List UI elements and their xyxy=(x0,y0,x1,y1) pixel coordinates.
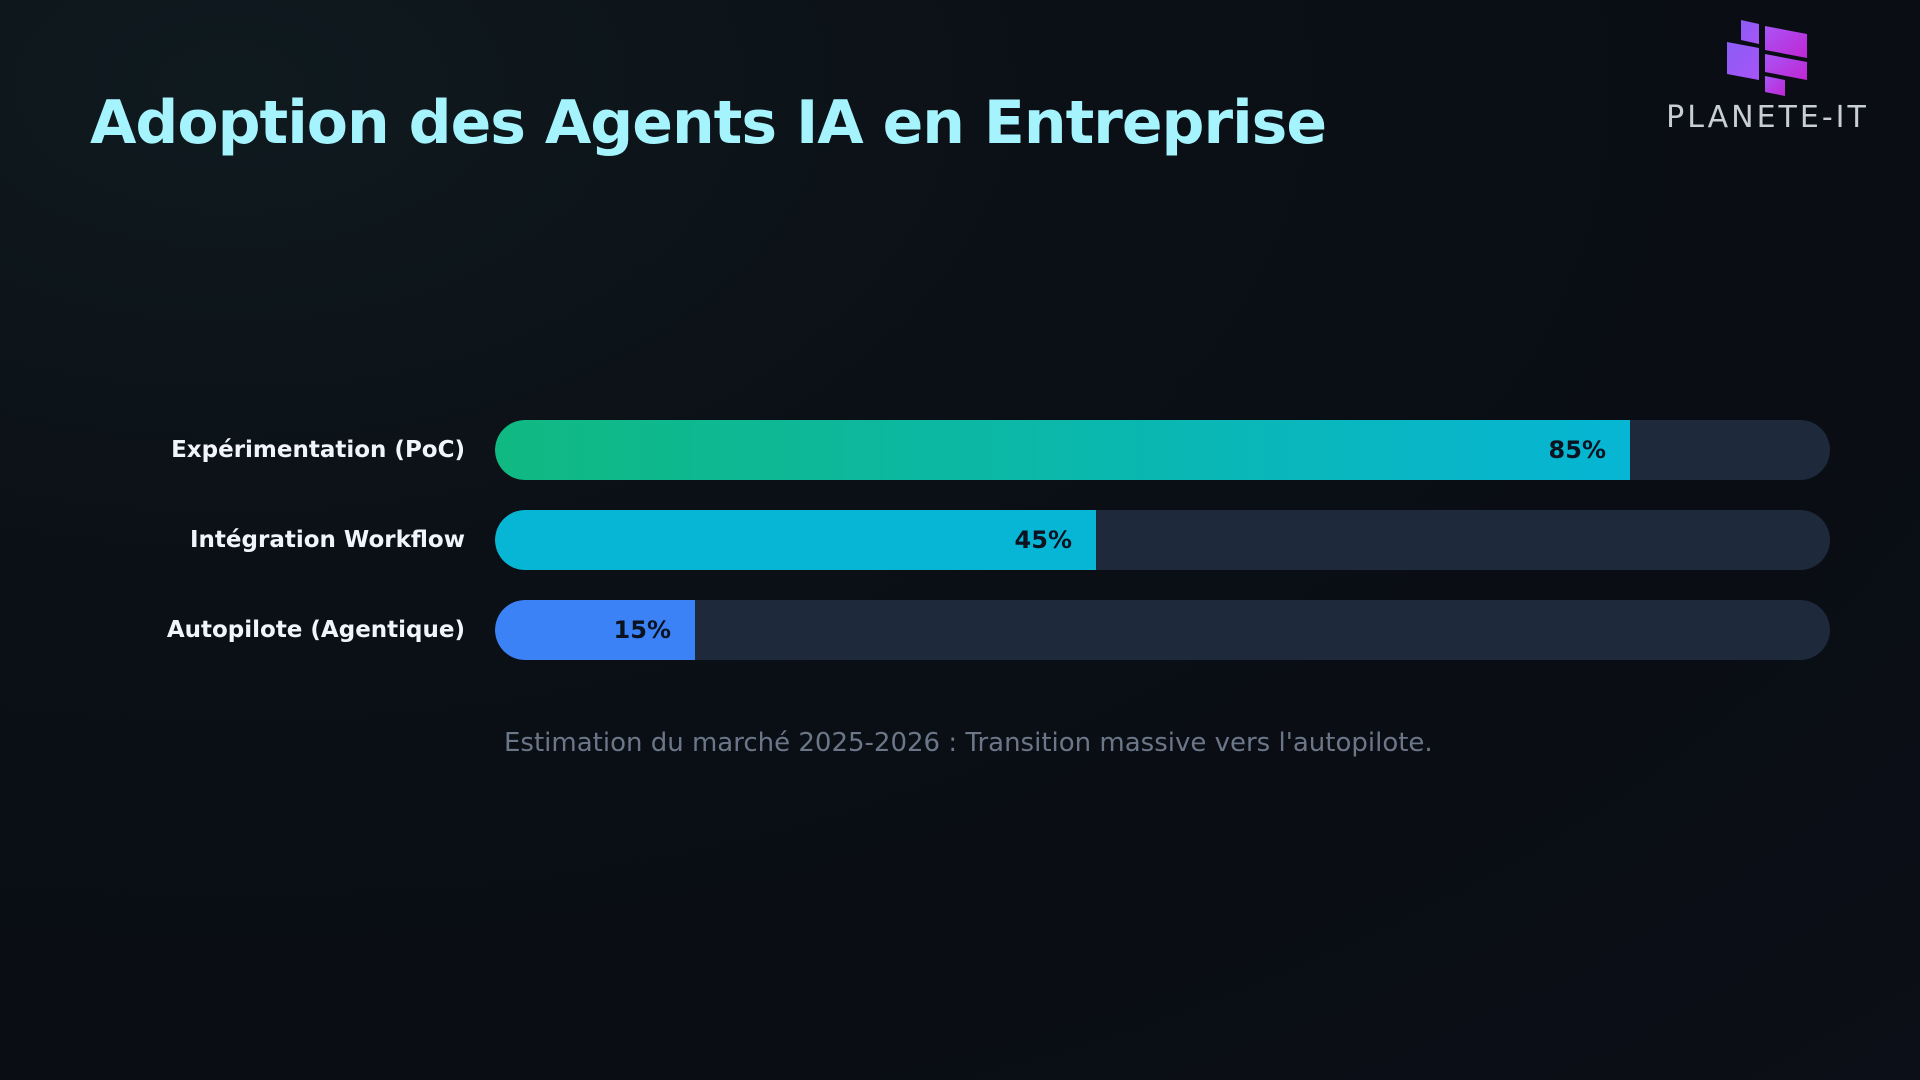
bar-track: 15% xyxy=(495,600,1830,660)
bar: 45% xyxy=(495,510,1096,570)
adoption-bar-chart: Expérimentation (PoC) 85% Intégration Work… xyxy=(0,420,1920,720)
bar-category-label: Intégration Workflow xyxy=(189,527,465,553)
bar-track: 85% xyxy=(495,420,1830,480)
bar-row: Autopilote (Agentique) 15% xyxy=(0,600,1920,660)
bar-category-label: Expérimentation (PoC) xyxy=(171,437,465,463)
bar-row: Expérimentation (PoC) 85% xyxy=(0,420,1920,480)
bar-value-label: 85% xyxy=(1548,436,1606,464)
bar-value-label: 45% xyxy=(1014,526,1072,554)
bar-category-label: Autopilote (Agentique) xyxy=(166,617,465,643)
bar: 85% xyxy=(495,420,1630,480)
planete-it-logo-icon xyxy=(1727,20,1807,96)
bar-row: Intégration Workflow 45% xyxy=(0,510,1920,570)
chart-caption: Estimation du marché 2025-2026 : Transit… xyxy=(504,728,1433,758)
bar-value-label: 15% xyxy=(613,616,671,644)
bar: 15% xyxy=(495,600,695,660)
page-title: Adoption des Agents IA en Entreprise xyxy=(90,88,1327,158)
logo-wordmark: PLANETE-IT xyxy=(1666,100,1869,135)
brand-logo: PLANETE-IT xyxy=(1640,18,1895,136)
bar-track: 45% xyxy=(495,510,1830,570)
